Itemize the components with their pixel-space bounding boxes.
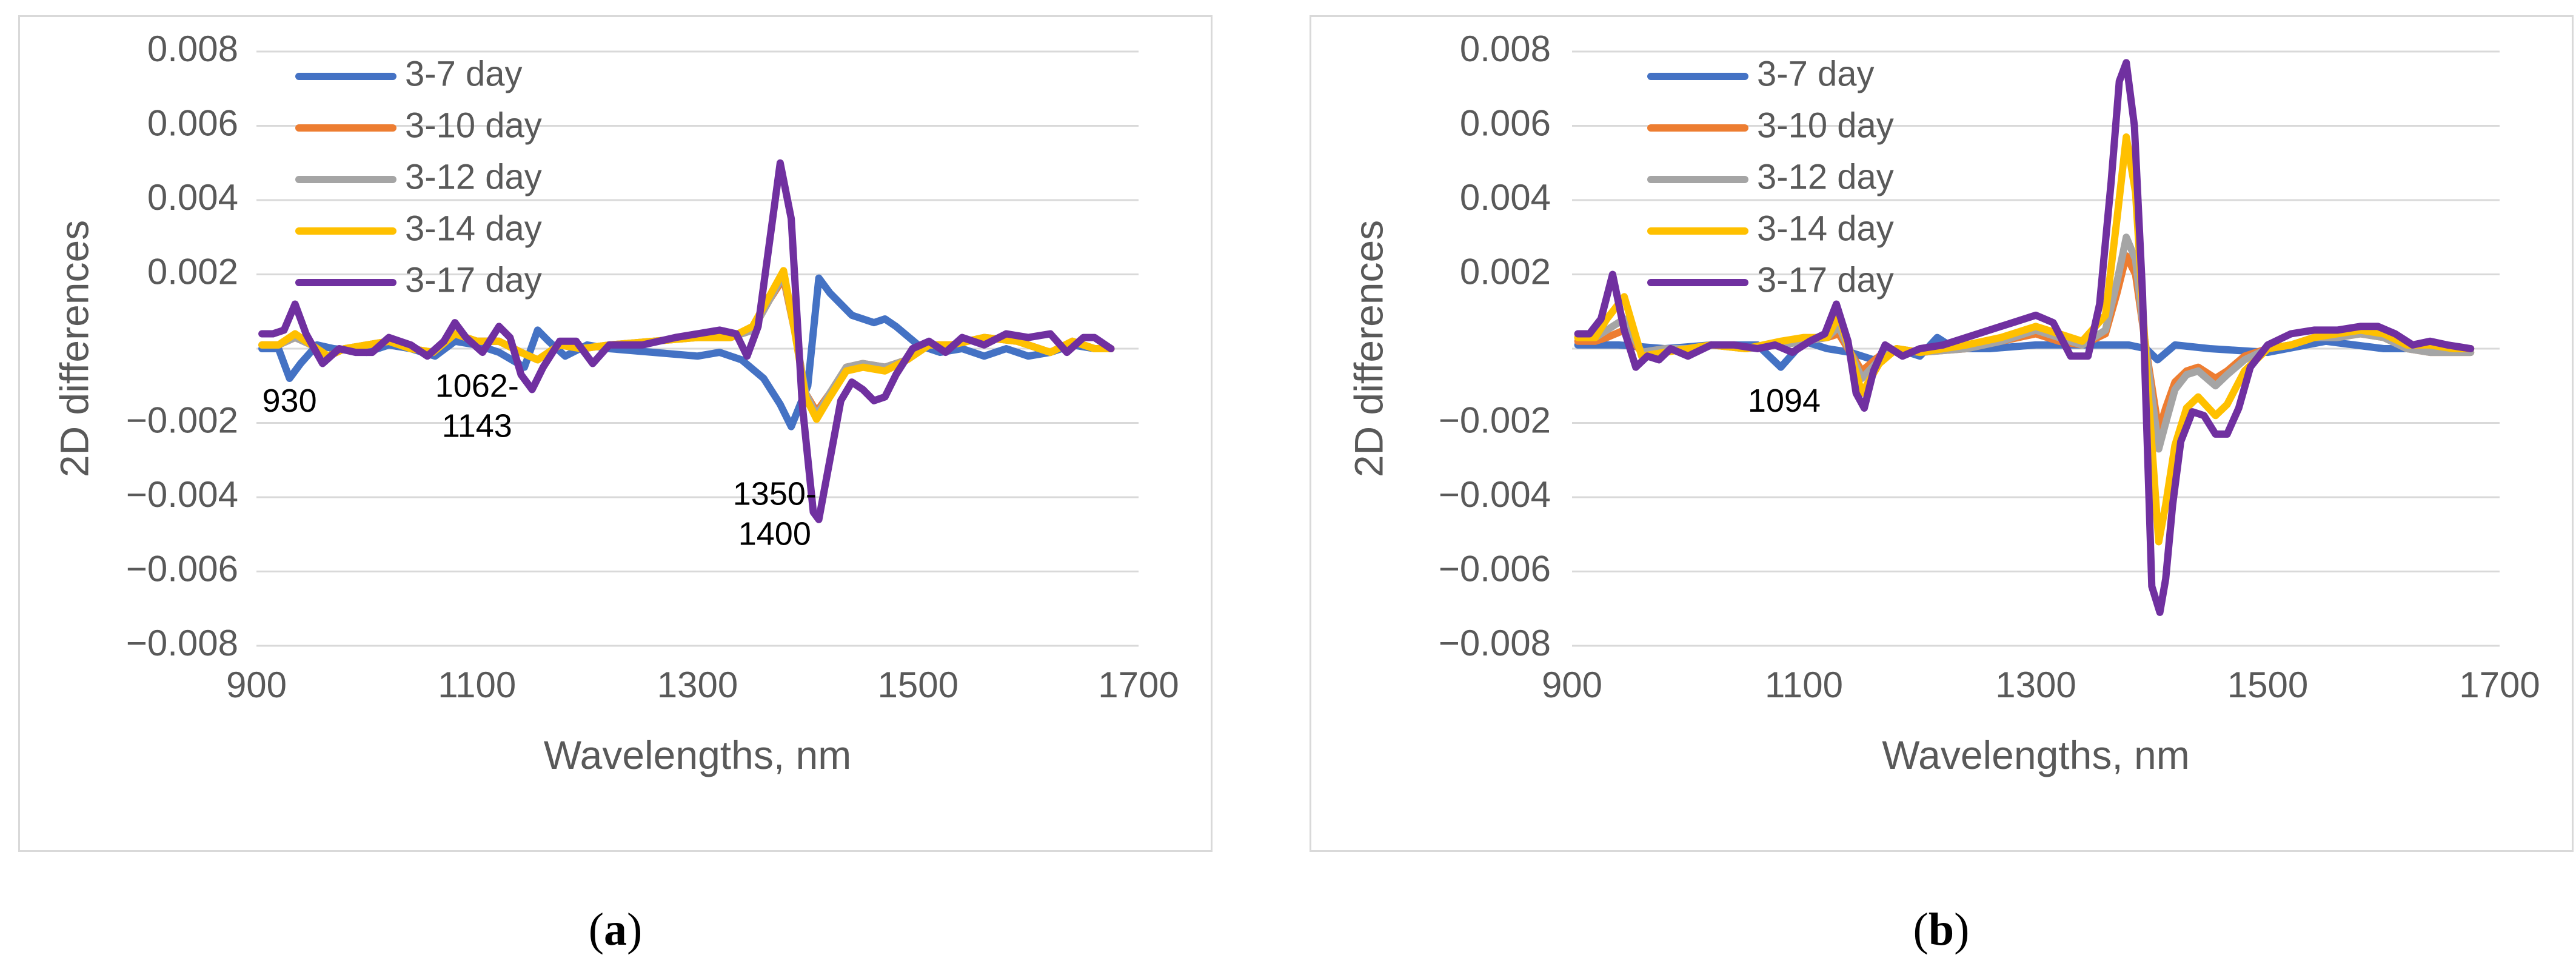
x-tick-label: 900 (1542, 665, 1602, 705)
series-line-3-17-day (1574, 59, 2475, 616)
annotation-line: 1062- (435, 368, 519, 404)
annotation-label: 1094 (1748, 383, 1821, 419)
annotation-line: 1400 (738, 515, 811, 552)
x-tick-label: 900 (226, 665, 287, 705)
series-line-3-17-day (258, 159, 1115, 523)
y-tick-label: −0.006 (126, 548, 238, 589)
y-axis-title: 2D differences (1346, 220, 1391, 477)
annotation-line: 930 (263, 383, 317, 419)
legend-label-3-7-day: 3-7 day (1757, 54, 1874, 93)
annotation-line: 1094 (1748, 383, 1821, 419)
y-axis-title: 2D differences (52, 220, 96, 477)
x-tick-label: 1300 (657, 665, 738, 705)
y-tick-label: 0.002 (147, 251, 238, 292)
y-tick-label: −0.004 (126, 474, 238, 515)
y-tick-label: 0.004 (147, 177, 238, 218)
legend-label-3-17-day: 3-17 day (1757, 260, 1894, 300)
annotation-line: 1350- (733, 475, 817, 512)
y-tick-label: 0.006 (1460, 102, 1551, 143)
series-line-3-7-day (258, 274, 1115, 431)
chart-b-svg: −0.008 −0.006 −0.004 −0.002 0.002 0.004 0.006 0… (1346, 28, 2540, 777)
legend-label-3-7-day: 3-7 day (405, 54, 522, 93)
y-tick-label: 0.006 (147, 102, 238, 143)
y-tick-label: 0.002 (1460, 251, 1551, 292)
chart-panel-a: −0.008 −0.006 −0.004 −0.002 0.002 0.004 0.006 0… (18, 15, 1213, 852)
y-tick-label: −0.002 (1439, 400, 1551, 440)
caption-b: (b) (1913, 904, 1970, 955)
caption-a: (a) (588, 904, 643, 955)
chart-a-svg: −0.008 −0.006 −0.004 −0.002 0.002 0.004 0.006 0… (52, 28, 1179, 777)
y-tick-label: −0.006 (1439, 548, 1551, 589)
y-tick-label: −0.002 (126, 400, 238, 440)
annotation-label: 1350-1400 (733, 475, 817, 552)
legend-label-3-10-day: 3-10 day (405, 106, 542, 145)
y-tick-label: −0.004 (1439, 474, 1551, 515)
x-tick-label: 1500 (2227, 665, 2308, 705)
y-tick-label: −0.008 (1439, 623, 1551, 663)
annotation-line: 1143 (442, 408, 512, 444)
legend-label-3-12-day: 3-12 day (1757, 157, 1894, 196)
x-tick-label: 1100 (1765, 665, 1843, 705)
x-tick-label: 1100 (438, 665, 516, 705)
y-tick-label: 0.004 (1460, 177, 1551, 218)
x-tick-label: 1700 (2459, 665, 2540, 705)
legend-label-3-14-day: 3-14 day (405, 209, 542, 248)
chart-panel-b: −0.008 −0.006 −0.004 −0.002 0.002 0.004 0.006 0… (1310, 15, 2574, 852)
annotation-label: 930 (263, 383, 317, 419)
legend-label-3-10-day: 3-10 day (1757, 106, 1894, 145)
x-tick-label: 1300 (1995, 665, 2076, 705)
x-axis-title: Wavelengths, nm (544, 732, 851, 777)
annotation-label: 1062- 1143 (435, 368, 519, 444)
y-tick-label: 0.008 (147, 28, 238, 69)
x-tick-label: 1500 (878, 665, 958, 705)
legend-label-3-12-day: 3-12 day (405, 157, 542, 196)
y-tick-label: −0.008 (126, 623, 238, 663)
y-tick-label: 0.008 (1460, 28, 1551, 69)
legend-label-3-17-day: 3-17 day (405, 260, 542, 300)
x-tick-label: 1700 (1098, 665, 1179, 705)
legend-label-3-14-day: 3-14 day (1757, 209, 1894, 248)
x-axis-title: Wavelengths, nm (1882, 732, 2189, 777)
